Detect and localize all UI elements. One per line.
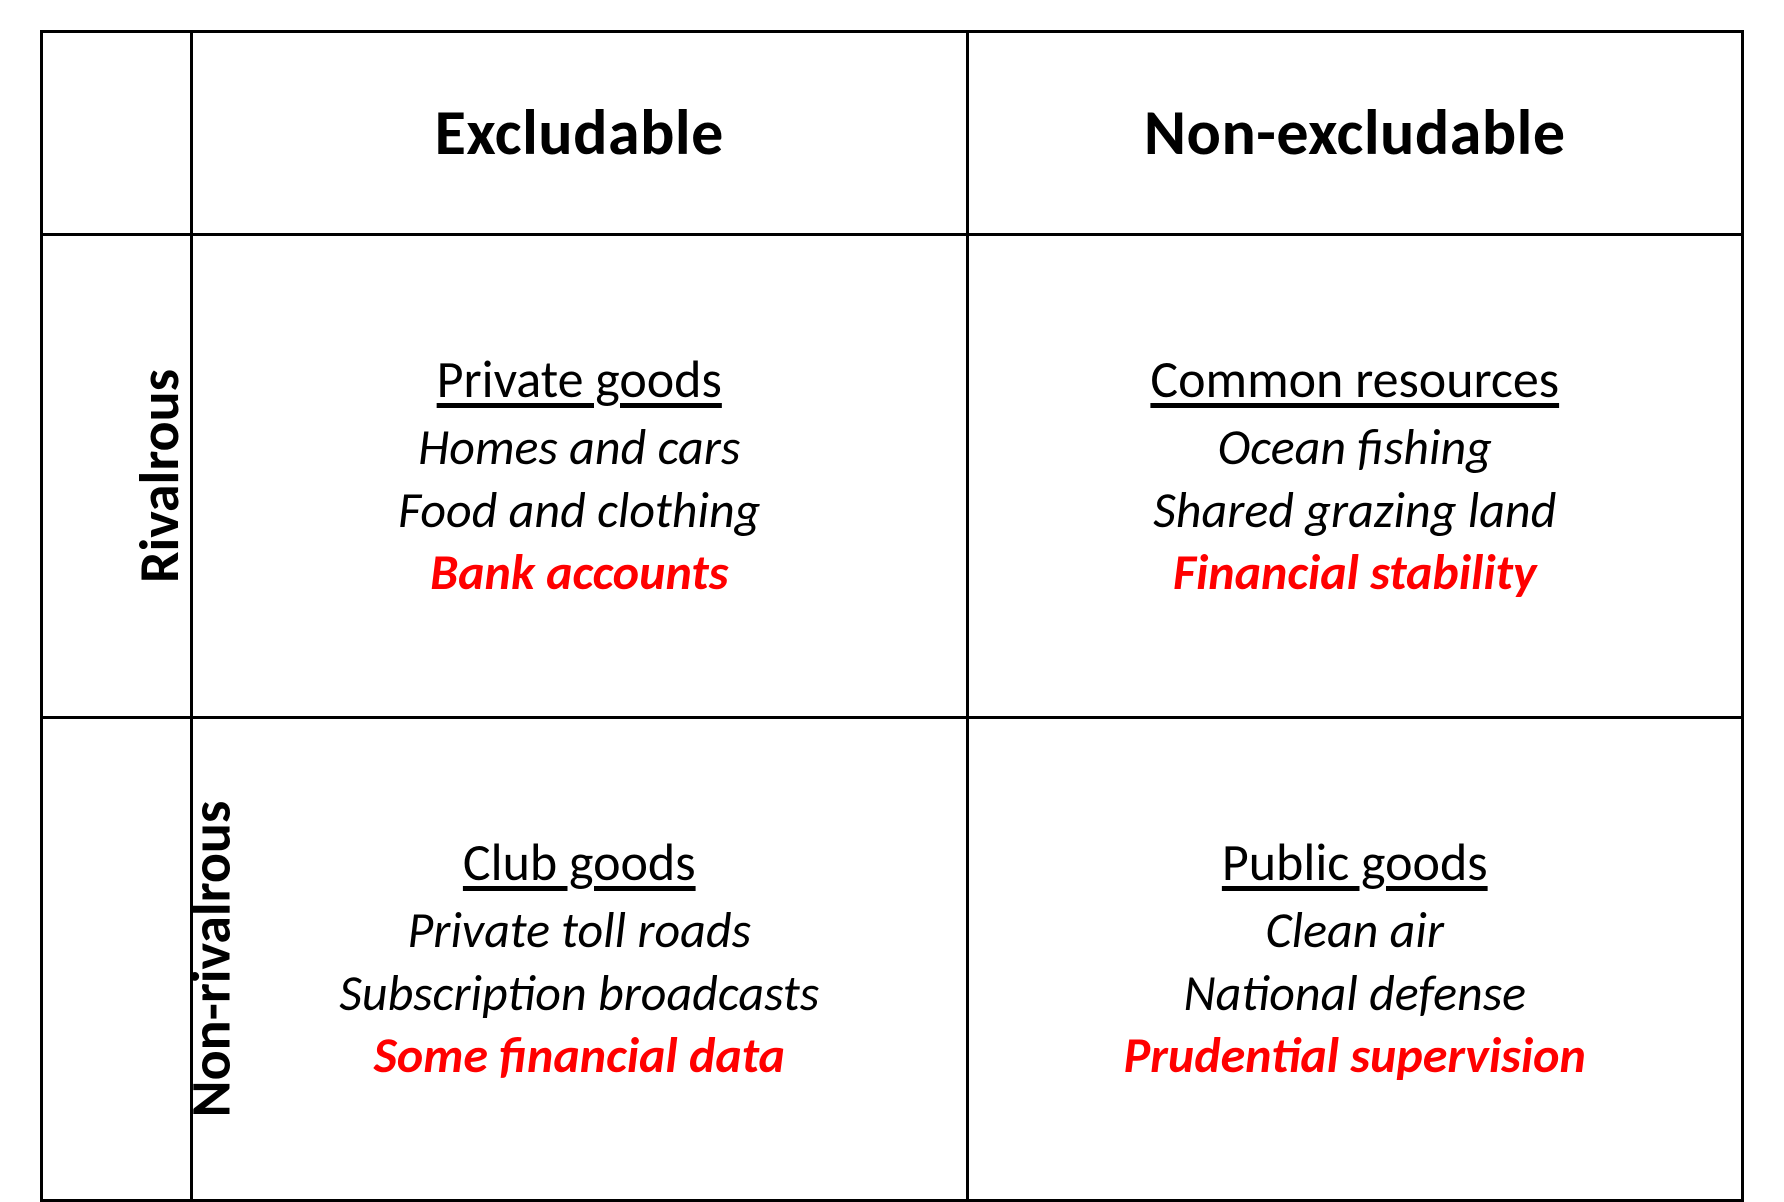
row-header-rivalrous-label: Rivalrous [126,369,194,583]
cell-club-goods: Club goods Private toll roads Subscripti… [192,718,968,1201]
col-header-excludable: Excludable [192,32,968,235]
cell-title: Public goods [979,830,1732,894]
cell-highlight: Prudential supervision [979,1025,1732,1088]
cell-line: Shared grazing land [979,480,1732,543]
cell-line: Clean air [979,900,1732,963]
cell-line: Ocean fishing [979,417,1732,480]
row-nonrivalrous: Non-rivalrous Club goods Private toll ro… [42,718,1743,1201]
row-header-nonrivalrous: Non-rivalrous [42,718,192,1201]
goods-matrix-table: Excludable Non-excludable Rivalrous Priv… [40,30,1744,1202]
goods-matrix-container: Excludable Non-excludable Rivalrous Priv… [0,0,1784,1128]
cell-line: National defense [979,963,1732,1026]
cell-title: Club goods [203,830,956,894]
cell-highlight: Some financial data [203,1025,956,1088]
cell-highlight: Bank accounts [203,542,956,605]
cell-title: Common resources [979,347,1732,411]
row-header-nonrivalrous-label: Non-rivalrous [177,801,245,1118]
corner-cell [42,32,192,235]
cell-line: Food and clothing [203,480,956,543]
col-header-nonexcludable: Non-excludable [967,32,1743,235]
column-header-row: Excludable Non-excludable [42,32,1743,235]
cell-private-goods: Private goods Homes and cars Food and cl… [192,235,968,718]
row-header-rivalrous: Rivalrous [42,235,192,718]
cell-title: Private goods [203,347,956,411]
cell-public-goods: Public goods Clean air National defense … [967,718,1743,1201]
row-rivalrous: Rivalrous Private goods Homes and cars F… [42,235,1743,718]
cell-line: Subscription broadcasts [203,963,956,1026]
cell-line: Homes and cars [203,417,956,480]
cell-common-resources: Common resources Ocean fishing Shared gr… [967,235,1743,718]
cell-highlight: Financial stability [979,542,1732,605]
cell-line: Private toll roads [203,900,956,963]
